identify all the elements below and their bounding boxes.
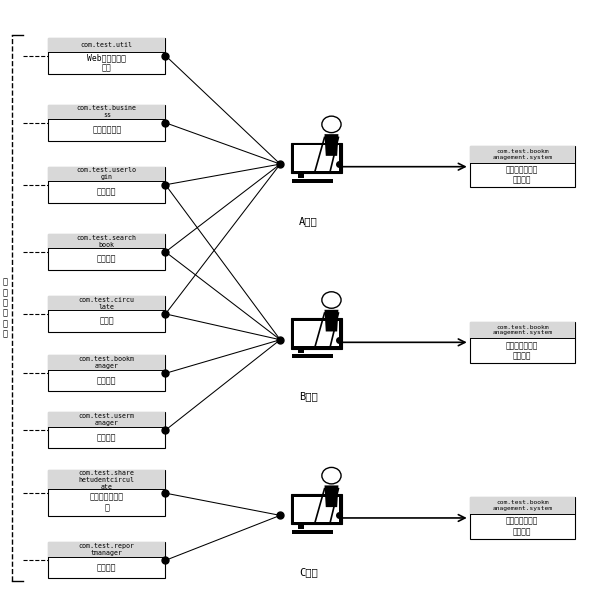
Bar [48,234,166,270]
Bar [294,146,339,170]
Text: com.test.search
book: com.test.search book [77,235,137,247]
Text: com.test.repor
tmanager: com.test.repor tmanager [79,543,135,556]
Text: com.test.share
hetudentcircul
ate: com.test.share hetudentcircul ate [79,470,135,489]
Text: com.test.bookm
anagement.system: com.test.bookm anagement.system [492,149,552,160]
Polygon shape [324,134,338,156]
Text: 独
立
用
户
体
系: 独 立 用 户 体 系 [2,278,7,338]
Text: 借还书: 借还书 [99,317,114,326]
Text: com.test.bookm
anagement.system: com.test.bookm anagement.system [492,324,552,335]
Text: 数据保持久层: 数据保持久层 [92,125,122,134]
Bar [48,296,166,332]
Text: 报表管理: 报表管理 [97,563,117,572]
Bar [48,542,166,557]
Circle shape [322,292,341,308]
Text: 图书管理系统的
发布项目: 图书管理系统的 发布项目 [506,517,538,536]
Text: com.test.userm
anager: com.test.userm anager [79,413,135,426]
Text: com.test.circu
late: com.test.circu late [79,297,135,309]
Bar [48,167,166,181]
Bar [48,105,166,141]
Bar [298,524,304,529]
Bar [48,37,166,52]
Bar [298,173,304,178]
Text: 书籍管理: 书籍管理 [97,376,117,385]
Bar [48,37,166,73]
Bar [48,470,166,489]
Text: 图书管理系统的
发布项目: 图书管理系统的 发布项目 [506,341,538,360]
Bar [469,497,575,539]
Bar [48,412,166,427]
Text: 用户登录: 用户登录 [97,187,117,196]
Text: com.test.util: com.test.util [81,42,132,48]
Bar [291,143,342,173]
Text: 书籍查询: 书籍查询 [97,255,117,264]
Bar [292,354,333,358]
Bar [291,318,342,349]
Bar [294,321,339,346]
Bar [48,234,166,248]
Bar [292,179,333,182]
Circle shape [322,116,341,132]
Text: C客户: C客户 [299,567,318,577]
Bar [292,530,333,534]
Text: com.test.bookm
anager: com.test.bookm anager [79,356,135,369]
Bar [469,146,575,187]
Bar [291,494,342,524]
Text: A客户: A客户 [299,216,318,226]
Bar [48,355,166,391]
Bar [469,146,575,163]
Bar [48,167,166,203]
Bar [48,542,166,579]
Text: com.test.bookm
anagement.system: com.test.bookm anagement.system [492,500,552,511]
Polygon shape [324,485,338,507]
Bar [469,321,575,338]
Text: 图书管理系统的
发布项目: 图书管理系统的 发布项目 [506,166,538,185]
Text: com.test.busine
ss: com.test.busine ss [77,105,137,119]
Circle shape [322,467,341,484]
Bar [48,470,166,516]
Bar [298,349,304,353]
Bar [48,296,166,310]
Text: com.test.userlo
gin: com.test.userlo gin [77,167,137,181]
Bar [48,412,166,448]
Text: Web项目的基本
配置: Web项目的基本 配置 [87,53,126,73]
Bar [294,497,339,522]
Text: 用户管理: 用户管理 [97,433,117,442]
Bar [48,105,166,119]
Bar [48,355,166,370]
Bar [469,497,575,514]
Polygon shape [324,310,338,332]
Bar [469,321,575,363]
Text: 查询用户借还情
况: 查询用户借还情 况 [90,492,124,512]
Text: B客户: B客户 [299,391,318,402]
